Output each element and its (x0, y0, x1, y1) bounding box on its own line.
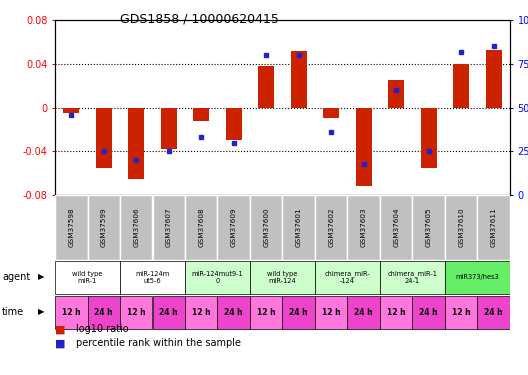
Text: 24 h: 24 h (289, 308, 308, 317)
Text: ▶: ▶ (38, 308, 44, 316)
Bar (315, 296, 347, 329)
Text: 12 h: 12 h (192, 308, 211, 317)
Text: GDS1858 / 10000620415: GDS1858 / 10000620415 (120, 12, 279, 25)
Bar (445, 296, 477, 329)
Bar (120, 261, 185, 294)
Bar (347, 296, 380, 329)
Bar (225, 108, 242, 140)
Bar (218, 296, 250, 329)
Text: agent: agent (2, 272, 30, 282)
Bar (63, 108, 79, 113)
Bar (153, 195, 185, 260)
Text: miR-124mut9-1
0: miR-124mut9-1 0 (192, 271, 243, 284)
Text: GSM37610: GSM37610 (458, 208, 464, 248)
Bar (96, 108, 112, 168)
Bar (486, 50, 502, 108)
Text: 24 h: 24 h (354, 308, 373, 317)
Bar (128, 108, 144, 178)
Bar (161, 108, 177, 149)
Bar (55, 195, 88, 260)
Text: 24 h: 24 h (224, 308, 243, 317)
Text: 12 h: 12 h (452, 308, 470, 317)
Text: GSM37604: GSM37604 (393, 208, 399, 248)
Text: 24 h: 24 h (484, 308, 503, 317)
Bar (88, 195, 120, 260)
Bar (55, 296, 88, 329)
Text: GSM37600: GSM37600 (263, 208, 269, 248)
Text: GSM37609: GSM37609 (231, 208, 237, 248)
Text: 12 h: 12 h (387, 308, 406, 317)
Bar (250, 261, 315, 294)
Bar (258, 66, 275, 108)
Text: 12 h: 12 h (322, 308, 341, 317)
Bar (153, 296, 185, 329)
Bar (323, 108, 340, 118)
Bar (445, 261, 510, 294)
Text: 12 h: 12 h (257, 308, 276, 317)
Bar (55, 261, 120, 294)
Bar (290, 51, 307, 108)
Bar (412, 195, 445, 260)
Text: GSM37603: GSM37603 (361, 208, 367, 248)
Text: percentile rank within the sample: percentile rank within the sample (76, 339, 241, 348)
Bar (380, 296, 412, 329)
Bar (477, 195, 510, 260)
Bar (477, 296, 510, 329)
Text: 24 h: 24 h (159, 308, 178, 317)
Bar (120, 195, 153, 260)
Bar (282, 296, 315, 329)
Bar (88, 296, 120, 329)
Text: GSM37607: GSM37607 (166, 208, 172, 248)
Text: 24 h: 24 h (95, 308, 113, 317)
Bar (282, 195, 315, 260)
Bar (250, 296, 282, 329)
Text: miR-124m
ut5-6: miR-124m ut5-6 (135, 271, 169, 284)
Bar (185, 296, 218, 329)
Bar (193, 108, 210, 121)
Text: GSM37598: GSM37598 (68, 208, 74, 248)
Text: time: time (2, 307, 24, 317)
Text: GSM37601: GSM37601 (296, 208, 301, 248)
Bar (315, 195, 347, 260)
Text: wild type
miR-124: wild type miR-124 (267, 271, 298, 284)
Text: 12 h: 12 h (127, 308, 146, 317)
Bar (185, 261, 250, 294)
Text: log10 ratio: log10 ratio (76, 324, 129, 334)
Bar (453, 64, 469, 108)
Text: GSM37606: GSM37606 (133, 208, 139, 248)
Text: wild type
miR-1: wild type miR-1 (72, 271, 102, 284)
Text: GSM37608: GSM37608 (198, 208, 204, 248)
Bar (380, 195, 412, 260)
Text: ▶: ▶ (38, 273, 44, 282)
Text: ■: ■ (55, 339, 65, 348)
Text: chimera_miR-
-124: chimera_miR- -124 (325, 271, 370, 284)
Text: miR373/hes3: miR373/hes3 (456, 274, 499, 280)
Bar (315, 261, 380, 294)
Bar (445, 195, 477, 260)
Bar (250, 195, 282, 260)
Bar (356, 108, 372, 186)
Bar (421, 108, 437, 168)
Bar (380, 261, 445, 294)
Bar (347, 195, 380, 260)
Text: ■: ■ (55, 324, 65, 334)
Text: GSM37605: GSM37605 (426, 208, 432, 248)
Text: 12 h: 12 h (62, 308, 81, 317)
Text: GSM37602: GSM37602 (328, 208, 334, 248)
Bar (388, 80, 404, 108)
Text: GSM37611: GSM37611 (491, 208, 497, 248)
Bar (185, 195, 218, 260)
Bar (120, 296, 153, 329)
Text: 24 h: 24 h (419, 308, 438, 317)
Bar (412, 296, 445, 329)
Text: chimera_miR-1
24-1: chimera_miR-1 24-1 (388, 271, 437, 284)
Text: GSM37599: GSM37599 (101, 208, 107, 248)
Bar (218, 195, 250, 260)
